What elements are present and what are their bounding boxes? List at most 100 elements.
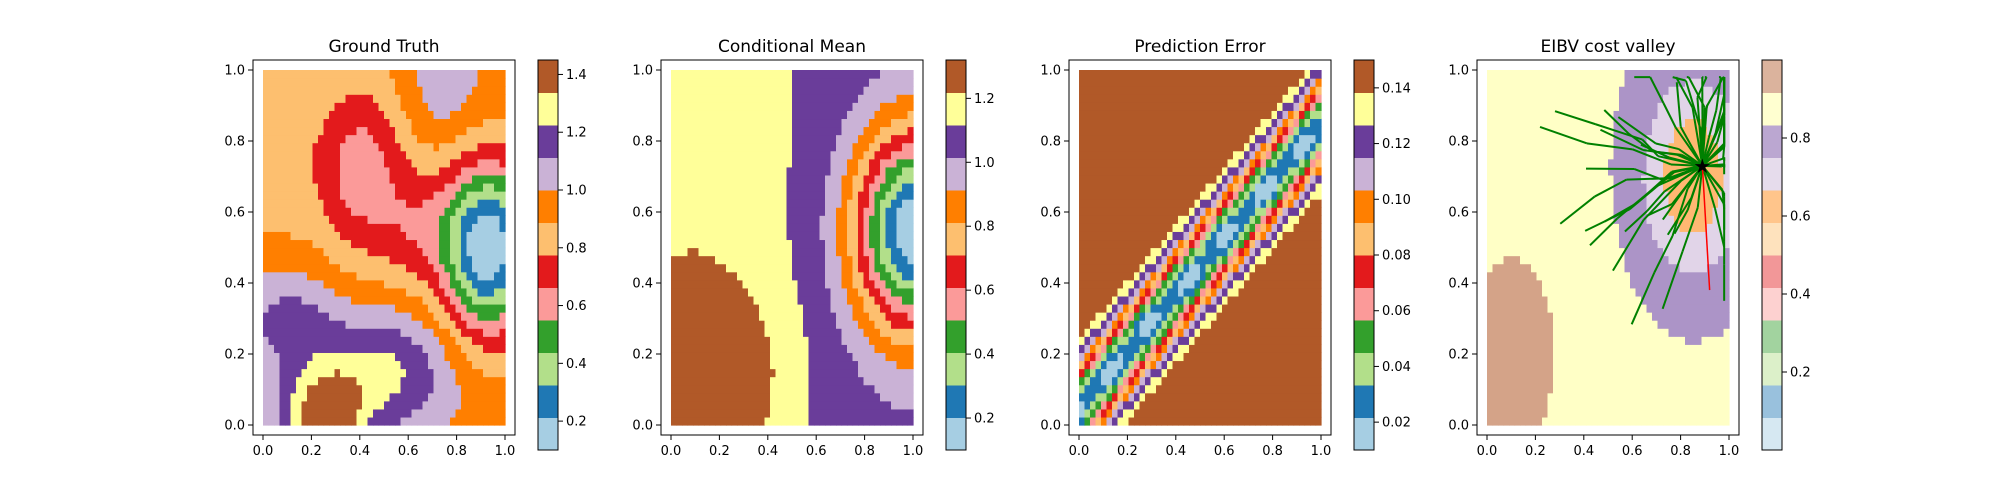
heatmap-cell (351, 102, 358, 111)
heatmap-cell (786, 344, 793, 353)
heatmap-cell (858, 102, 865, 111)
heatmap-cell (428, 239, 435, 249)
heatmap-cell (786, 408, 793, 418)
heatmap-cell (494, 223, 501, 232)
heatmap-cell (1183, 199, 1190, 208)
heatmap-cell (803, 328, 810, 337)
heatmap-cell (422, 295, 429, 305)
heatmap-cell (406, 408, 413, 418)
heatmap-cell (792, 392, 799, 402)
heatmap-cell (781, 191, 788, 200)
heatmap-cell (704, 336, 711, 345)
heatmap-cell (1134, 295, 1141, 305)
heatmap-cell (411, 174, 418, 184)
heatmap-cell (814, 303, 821, 313)
heatmap-cell (825, 255, 832, 265)
heatmap-cell (1145, 126, 1152, 136)
heatmap-cell (307, 392, 314, 402)
heatmap-cell (907, 376, 914, 386)
heatmap-cell (373, 174, 380, 184)
heatmap-cell (852, 392, 859, 402)
heatmap-cell (345, 215, 352, 224)
heatmap-cell (880, 336, 887, 345)
heatmap-cell (1112, 400, 1119, 410)
heatmap-cell (841, 336, 848, 345)
heatmap-cell (709, 263, 716, 273)
heatmap-cell (803, 247, 810, 257)
heatmap-cell (709, 182, 716, 192)
heatmap-cell (1123, 344, 1130, 353)
heatmap-cell (880, 392, 887, 402)
heatmap-cell (444, 320, 451, 329)
heatmap-cell (808, 295, 815, 305)
heatmap-cell (417, 400, 424, 410)
heatmap-cell (494, 94, 501, 103)
heatmap-cell (753, 239, 760, 249)
heatmap-cell (693, 336, 700, 345)
heatmap-cell (1167, 328, 1174, 337)
heatmap-cell (1079, 86, 1086, 95)
heatmap-cell (483, 376, 490, 386)
heatmap-cell (704, 231, 711, 241)
heatmap-cell (268, 255, 275, 265)
heatmap-cell (411, 336, 418, 345)
heatmap-cell (307, 352, 314, 362)
heatmap-cell (836, 86, 843, 95)
heatmap-cell (400, 247, 407, 257)
heatmap-cell (499, 384, 506, 394)
heatmap-cell (737, 86, 744, 95)
heatmap-cell (1178, 255, 1185, 265)
heatmap-cell (814, 223, 821, 232)
heatmap-cell (1178, 199, 1185, 208)
heatmap-cell (775, 336, 782, 345)
heatmap-cell (1200, 336, 1207, 345)
heatmap-cell (345, 416, 352, 426)
heatmap-cell (671, 360, 678, 370)
heatmap-cell (472, 207, 479, 216)
heatmap-cell (296, 376, 303, 386)
heatmap-cell (483, 182, 490, 192)
heatmap-cell (715, 142, 722, 152)
heatmap-cell (737, 336, 744, 345)
heatmap-cell (1194, 400, 1201, 410)
heatmap-cell (1172, 86, 1179, 95)
heatmap-cell (1150, 400, 1157, 410)
heatmap-cell (803, 295, 810, 305)
heatmap-cell (274, 400, 281, 410)
heatmap-cell (1128, 166, 1135, 176)
heatmap-cell (731, 247, 738, 257)
heatmap-cell (1112, 110, 1119, 120)
heatmap-cell (1134, 400, 1141, 410)
heatmap-cell (433, 94, 440, 103)
heatmap-cell (1183, 110, 1190, 120)
heatmap-cell (1079, 174, 1086, 184)
heatmap-cell (384, 352, 391, 362)
heatmap-cell (682, 328, 689, 337)
heatmap-cell (1112, 392, 1119, 402)
heatmap-cell (367, 215, 374, 224)
heatmap-cell (395, 279, 402, 289)
heatmap-cell (907, 118, 914, 128)
heatmap-cell (715, 126, 722, 136)
heatmap-cell (461, 336, 468, 345)
heatmap-cell (340, 231, 347, 241)
heatmap-cell (720, 215, 727, 224)
heatmap-cell (819, 174, 826, 184)
heatmap-cell (671, 344, 678, 353)
heatmap-cell (830, 223, 837, 232)
heatmap-cell (737, 126, 744, 136)
heatmap-cell (433, 336, 440, 345)
heatmap-cell (494, 150, 501, 160)
heatmap-cell (907, 70, 914, 79)
heatmap-cell (1112, 416, 1119, 426)
heatmap-cell (378, 279, 385, 289)
heatmap-cell (863, 408, 870, 418)
heatmap-cell (1161, 303, 1168, 313)
heatmap-cell (874, 344, 881, 353)
heatmap-cell (301, 384, 308, 394)
heatmap-cell (1145, 182, 1152, 192)
heatmap-cell (400, 255, 407, 265)
heatmap-cell (1123, 312, 1130, 321)
heatmap-cell (858, 134, 865, 144)
y-tick-label: 0.4 (632, 277, 653, 292)
